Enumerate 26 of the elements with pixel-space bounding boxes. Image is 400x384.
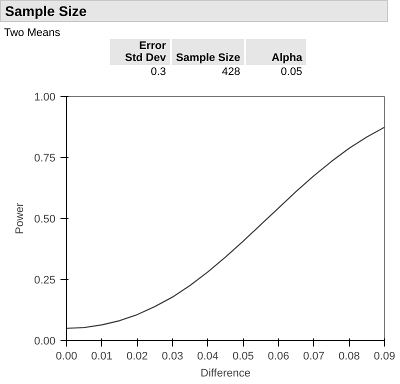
- y-axis-title: Power: [14, 202, 26, 234]
- x-tick-label: 0.03: [162, 350, 184, 362]
- y-tick-label: 0.00: [34, 336, 56, 348]
- text: Alpha: [246, 39, 306, 65]
- y-tick-label: 0.75: [34, 152, 56, 164]
- text: Sample Size: [172, 39, 244, 65]
- y-tick-label: 0.50: [34, 214, 56, 226]
- x-tick-label: 0.07: [303, 350, 325, 362]
- text: 0.05: [280, 65, 304, 79]
- x-tick-label: 0.01: [91, 350, 113, 362]
- y-tick-label: 1.00: [34, 92, 56, 104]
- x-tick-label: 0.04: [197, 350, 219, 362]
- x-tick-label: 0.05: [232, 350, 254, 362]
- x-tick-label: 0.02: [126, 350, 148, 362]
- text: Error Std Dev: [110, 39, 170, 65]
- x-tick-label: 0.09: [374, 350, 396, 362]
- text: 0.3: [150, 65, 167, 79]
- text: 428: [220, 65, 242, 79]
- chart-subtitle: Two Means: [3, 27, 62, 39]
- y-tick-label: 0.25: [34, 274, 56, 286]
- x-axis-title: Difference: [200, 368, 250, 380]
- x-tick-label: 0.06: [268, 350, 290, 362]
- line-series: [66, 126, 384, 329]
- chart-title: Sample Size: [0, 0, 388, 22]
- x-tick-label: 0.08: [338, 350, 360, 362]
- x-tick-label: 0.00: [56, 350, 78, 362]
